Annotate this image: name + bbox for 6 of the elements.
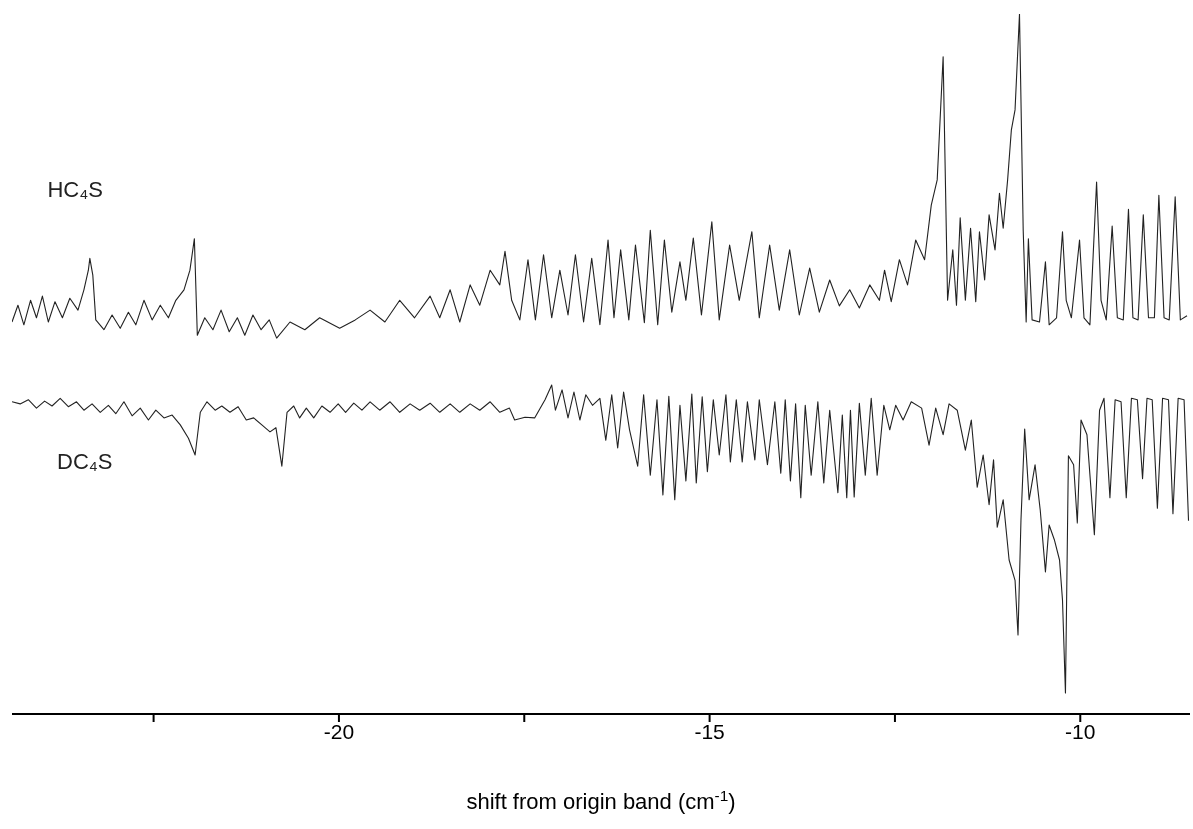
x-axis-title: shift from origin band (cm$^{-1}$) bbox=[466, 786, 736, 814]
x-tick-label: -10 bbox=[1065, 719, 1096, 743]
x-tick-label: -15 bbox=[694, 719, 725, 743]
x-tick-label: -20 bbox=[323, 719, 355, 743]
series-label: DC₄S bbox=[57, 449, 113, 475]
text: HC₄S bbox=[47, 176, 103, 202]
